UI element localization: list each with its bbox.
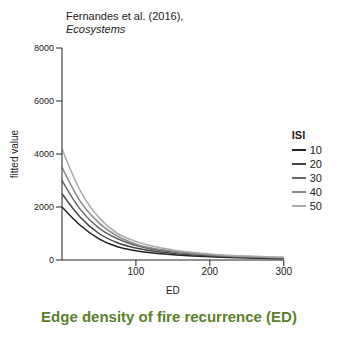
html-text:ISI: ISI xyxy=(291,128,306,141)
html-text:30: 30 xyxy=(309,171,322,184)
svg-text:100: 100 xyxy=(128,266,145,277)
html-text:Ecosystems: Ecosystems xyxy=(66,23,126,35)
svg-text:0: 0 xyxy=(49,255,54,265)
svg-text:8000: 8000 xyxy=(34,43,54,53)
svg-text:200: 200 xyxy=(201,266,218,277)
html-text:40: 40 xyxy=(309,185,322,198)
html-text:10: 10 xyxy=(309,143,322,156)
svg-text:ED: ED xyxy=(166,285,180,296)
svg-text:fitted value: fitted value xyxy=(9,129,20,178)
html-text:20: 20 xyxy=(309,157,322,170)
html-text:50: 50 xyxy=(309,199,322,212)
svg-text:6000: 6000 xyxy=(34,96,54,106)
svg-text:4000: 4000 xyxy=(34,149,54,159)
svg-text:2000: 2000 xyxy=(34,202,54,212)
html-text:Fernandes et al. (2016),: Fernandes et al. (2016), xyxy=(66,10,184,22)
svg-text:300: 300 xyxy=(275,266,292,277)
html-text:Edge density of fire recurrenc: Edge density of fire recurrence (ED) xyxy=(41,308,297,325)
